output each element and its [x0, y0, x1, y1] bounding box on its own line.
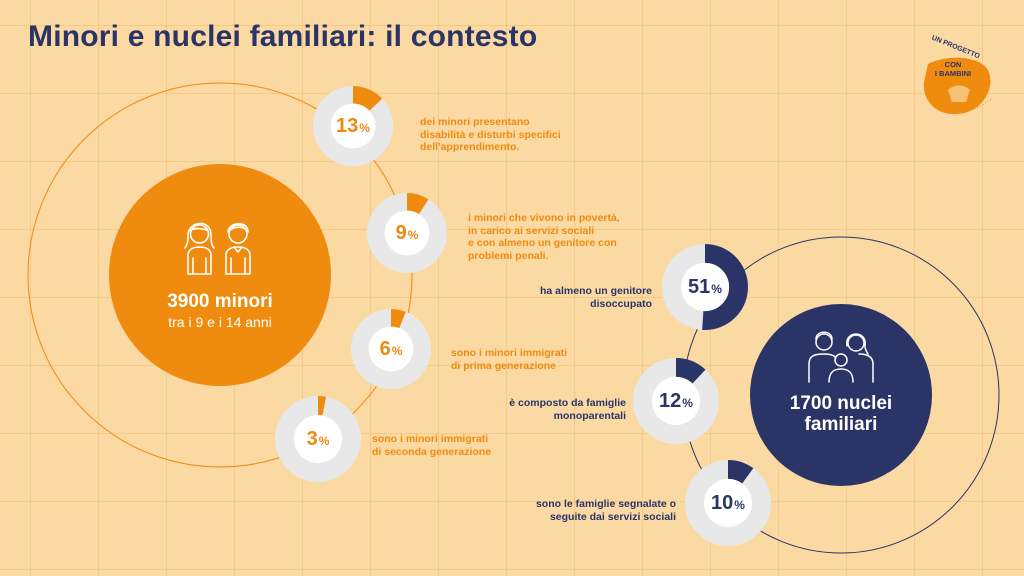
donut-disabilita: 13% — [313, 86, 393, 166]
donut-center — [703, 478, 753, 528]
donut-center — [368, 326, 414, 372]
donut-center — [330, 103, 376, 149]
donut-prima-generazione: 6% — [351, 309, 431, 389]
donut-servizi-sociali: 10% — [685, 460, 771, 546]
label-disabilita: dei minori presentano disabilità e distu… — [420, 116, 561, 153]
donut-poverta: 9% — [367, 193, 447, 273]
logo-badge-icon — [923, 57, 993, 115]
nuclei-circle: 1700 nuclei familiari — [750, 304, 932, 486]
stat-value: 3 — [306, 427, 318, 450]
donut-monoparentali: 12% — [633, 358, 719, 444]
stat-unit: % — [318, 434, 330, 448]
stat-unit: % — [734, 498, 745, 512]
donut-segment — [662, 244, 748, 330]
minori-circle: 3900 minori tra i 9 e i 14 anni — [109, 164, 331, 386]
donut-ring — [685, 460, 771, 546]
stat-value: 12 — [659, 389, 682, 412]
stat-value: 9 — [395, 221, 407, 244]
label-seconda-generazione: sono i minori immigrati di seconda gener… — [372, 433, 492, 458]
two-children-icon — [180, 212, 260, 281]
minori-subtitle: tra i 9 e i 14 anni — [168, 314, 272, 330]
stat-value: 13 — [336, 114, 359, 137]
stat-value: 51 — [688, 275, 711, 298]
page-title: Minori e nuclei familiari: il contesto — [28, 20, 538, 53]
label-prima-generazione: sono i minori immigrati di prima generaz… — [451, 347, 568, 372]
donut-center — [384, 210, 430, 256]
donut-ring — [275, 396, 361, 482]
stat-value: 6 — [379, 337, 391, 360]
stat-unit: % — [407, 228, 419, 242]
label-disoccupato: ha almeno un genitore disoccupato — [539, 285, 652, 310]
stat-unit: % — [711, 282, 722, 296]
donut-segment — [367, 193, 447, 273]
minori-number: 3900 minori — [167, 291, 273, 312]
donut-center — [651, 376, 701, 426]
donut-center — [680, 262, 730, 312]
donut-ring — [633, 358, 719, 444]
stat-unit: % — [391, 344, 403, 358]
donut-center — [293, 414, 343, 464]
donut-disoccupato: 51% — [662, 244, 748, 330]
stat-value: 10 — [711, 491, 734, 514]
label-monoparentali: è composto da famiglie monoparentali — [509, 397, 626, 422]
donut-ring — [313, 86, 393, 166]
stat-unit: % — [682, 396, 693, 410]
donut-segment — [633, 358, 719, 444]
donut-segment — [313, 86, 393, 166]
label-poverta: i minori che vivono in povertà, in caric… — [468, 212, 620, 262]
donut-segment — [351, 309, 431, 389]
orange-orbit-circle — [27, 82, 413, 468]
family-icon — [804, 324, 878, 389]
donut-seconda-generazione: 3% — [275, 396, 361, 482]
nuclei-number-text: 1700 nuclei familiari — [789, 393, 893, 435]
donut-segment — [685, 460, 771, 546]
logo-name: CON I BAMBINI — [934, 60, 972, 78]
nuclei-number: 1700 nuclei familiari — [790, 393, 892, 435]
label-servizi-sociali: sono le famiglie segnalate o seguite dai… — [535, 498, 676, 523]
donut-segment — [275, 396, 361, 482]
donut-ring — [351, 309, 431, 389]
stat-unit: % — [359, 121, 370, 135]
donut-ring — [367, 193, 447, 273]
donut-ring — [662, 244, 748, 330]
